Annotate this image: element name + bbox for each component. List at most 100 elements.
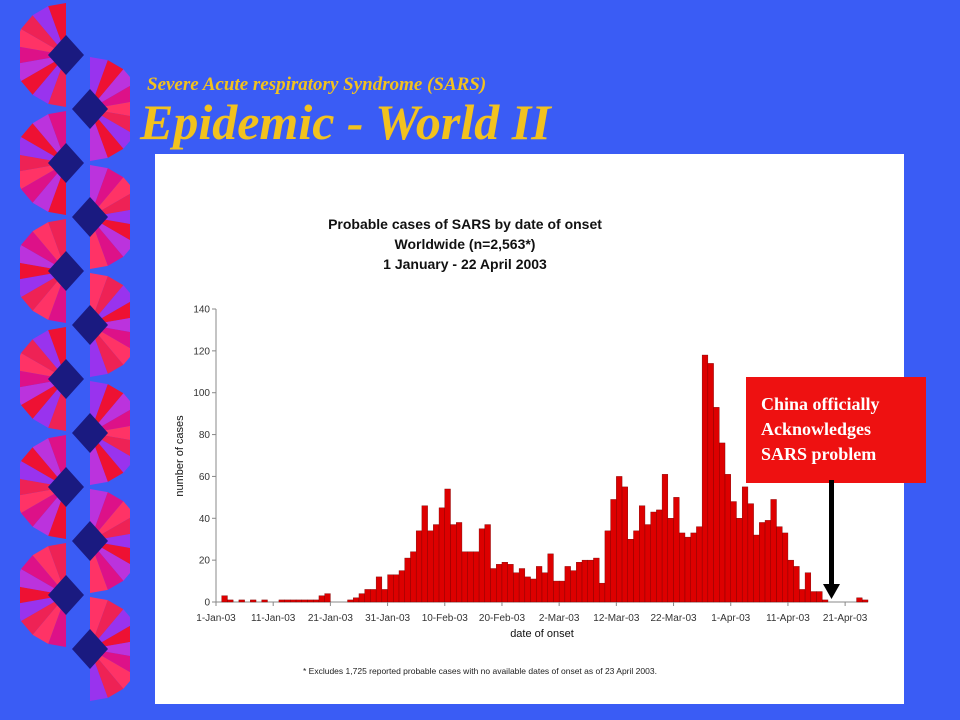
- slide-title: Epidemic - World II: [140, 94, 551, 150]
- bar-day-72: [621, 486, 628, 603]
- bar-day-19: [318, 595, 325, 603]
- fan-segment: [90, 501, 130, 541]
- bar-day-53: [513, 572, 520, 603]
- bar-day-74: [633, 530, 640, 603]
- x-tick-label: 11-Jan-03: [251, 613, 296, 624]
- bar-day-69: [604, 530, 611, 603]
- bar-day-57: [536, 566, 543, 603]
- bar-day-78: [656, 509, 663, 603]
- fan-segment: [90, 217, 130, 257]
- x-tick-label: 2-Mar-03: [539, 613, 580, 624]
- bar-day-45: [467, 551, 474, 603]
- fan-segment: [21, 555, 66, 595]
- fan-segment: [20, 370, 66, 388]
- x-axis-label: date of onset: [510, 628, 574, 640]
- fan-segment: [90, 433, 124, 482]
- fan-segment: [32, 163, 66, 212]
- y-tick-label: 0: [204, 598, 210, 609]
- decorative-fan-border: [20, 3, 130, 701]
- bar-day-92: [736, 518, 743, 603]
- bar-day-25: [353, 597, 360, 603]
- y-tick-label: 100: [193, 388, 210, 399]
- fan-segment: [90, 649, 124, 698]
- bar-day-70: [610, 499, 617, 603]
- bar-day-52: [507, 564, 514, 603]
- bar-day-95: [753, 534, 760, 603]
- fan-segment: [90, 209, 130, 225]
- bar-day-101: [787, 559, 794, 603]
- bar-day-103: [799, 589, 806, 603]
- bar-day-87: [707, 363, 714, 603]
- callout-line-2: Acknowledges: [761, 419, 872, 439]
- x-tick-label: 12-Mar-03: [593, 613, 640, 624]
- fan-diamond: [72, 89, 108, 129]
- bar-day-90: [724, 474, 731, 603]
- bar-day-55: [524, 576, 531, 603]
- bar-day-71: [616, 476, 623, 603]
- y-tick-label: 80: [199, 430, 211, 441]
- fan-segment: [90, 69, 130, 109]
- fan-diamond: [48, 575, 84, 615]
- bar-day-37: [421, 505, 428, 603]
- fan-segment: [90, 609, 130, 649]
- bar-day-50: [496, 564, 503, 603]
- bar-day-44: [461, 551, 468, 603]
- bar-day-7: [250, 599, 257, 603]
- fan-segment: [90, 85, 130, 109]
- bar-day-34: [404, 557, 411, 603]
- callout-line-3: SARS problem: [761, 444, 877, 464]
- bar-day-62: [564, 566, 571, 603]
- bar-day-20: [324, 593, 331, 603]
- fan-segment: [21, 163, 66, 203]
- bar-day-102: [793, 566, 800, 603]
- bar-day-58: [541, 572, 548, 603]
- fan-segment: [90, 393, 130, 433]
- fan-diamond: [48, 143, 84, 183]
- bar-day-49: [490, 568, 497, 603]
- chart-title: Probable cases of SARS by date of onset …: [155, 214, 775, 274]
- fan-segment: [21, 447, 66, 487]
- slide-subtitle: Severe Acute respiratory Syndrome (SARS): [147, 74, 487, 95]
- fan-segment: [90, 384, 124, 433]
- bar-day-46: [473, 551, 480, 603]
- callout-arrow-shaft: [829, 480, 834, 584]
- bar-day-97: [764, 520, 771, 603]
- bar-day-47: [478, 528, 486, 603]
- fan-segment: [90, 317, 130, 333]
- bar-day-76: [644, 524, 651, 603]
- bar-day-33: [398, 570, 405, 603]
- bar-day-98: [770, 499, 777, 603]
- x-tick-label: 21-Jan-03: [308, 613, 353, 624]
- bar-day-82: [679, 532, 686, 603]
- bar-day-59: [547, 553, 554, 603]
- bar-day-3: [227, 599, 234, 603]
- callout-arrow-head: [823, 584, 840, 599]
- bar-day-89: [719, 442, 726, 603]
- fan-segment: [20, 46, 66, 64]
- fan-diamond: [72, 305, 108, 345]
- fan-diamond: [72, 629, 108, 669]
- bar-day-91: [730, 501, 737, 603]
- callout-line-1: China officially: [761, 394, 880, 414]
- fan-diamond: [48, 251, 84, 291]
- bar-day-86: [701, 354, 709, 603]
- fan-segment: [21, 123, 66, 163]
- fan-segment: [20, 586, 66, 604]
- bar-day-85: [696, 526, 703, 603]
- fan-segment: [90, 325, 130, 365]
- bar-day-18: [313, 599, 320, 603]
- bar-day-39: [433, 524, 440, 603]
- fan-diamond: [72, 521, 108, 561]
- bar-day-31: [387, 574, 394, 603]
- fan-segment: [90, 177, 130, 217]
- bar-day-13: [284, 599, 291, 603]
- fan-segment: [21, 595, 66, 635]
- fan-segment: [90, 492, 124, 541]
- fan-segment: [20, 262, 66, 280]
- bar-day-5: [238, 599, 245, 603]
- bar-day-36: [415, 530, 423, 603]
- epi-curve-chart: 0 20 40 60 80 100 120 140 1-Jan-03 11-Jan-03 21-Ja…: [174, 305, 869, 640]
- bar-day-48: [484, 524, 491, 603]
- chart-title-line-3: 1 January - 22 April 2003: [383, 256, 547, 272]
- bar-day-29: [375, 576, 383, 603]
